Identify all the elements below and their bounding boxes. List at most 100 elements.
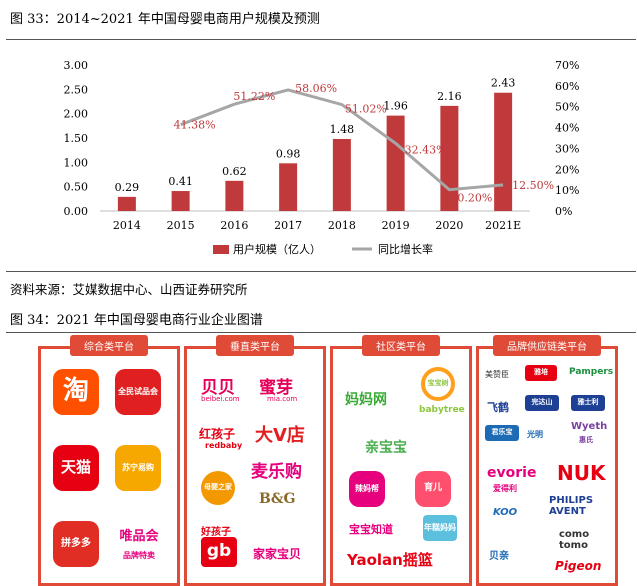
nuk-logo: NUK <box>557 461 606 485</box>
right-axis-tick-label: 40% <box>555 122 579 135</box>
yashili-logo: 雅士利 <box>571 395 605 411</box>
panel-title: 综合类平台 <box>70 335 148 356</box>
gb-logo: gb <box>201 537 237 567</box>
left-axis-tick-label: 3.00 <box>64 59 89 72</box>
line-data-label: 51.22% <box>233 90 275 103</box>
panel-title: 社区类平台 <box>362 335 440 356</box>
right-axis-tick-label: 30% <box>555 142 579 155</box>
left-axis-tick-label: 2.00 <box>64 108 89 121</box>
koo-logo: KOO <box>493 507 518 518</box>
evorie-cn: 爱得利 <box>493 484 517 493</box>
suning-logo: 苏宁易购 <box>115 445 161 491</box>
bar-data-label: 2.16 <box>437 90 462 103</box>
line-data-label: 10.20% <box>450 192 492 205</box>
right-axis-tick-label: 20% <box>555 163 579 176</box>
goodbaby-logo: 好孩子 <box>201 527 231 538</box>
qinbaobao-logo: 亲宝宝 <box>365 440 407 456</box>
title-rule-2 <box>6 332 636 333</box>
quanmin-logo: 全民试品会 <box>115 369 161 415</box>
right-axis-tick-label: 50% <box>555 101 579 114</box>
bar-data-label: 1.96 <box>383 100 408 113</box>
junlebao-logo: 君乐宝 <box>485 425 519 441</box>
figure-33-source: 资料来源：艾媒数据中心、山西证券研究所 <box>10 282 248 297</box>
bright-logo: 光明 <box>527 430 543 439</box>
yaolan-logo: Yaolan摇篮 <box>347 551 433 569</box>
meadjohnson-logo: 美赞臣 <box>485 370 509 379</box>
pampers-logo: Pampers <box>569 367 614 377</box>
pinduoduo-logo: 拼多多 <box>53 521 99 567</box>
left-axis-tick-label: 0.50 <box>64 181 89 194</box>
abbott-logo: 雅培 <box>525 365 557 381</box>
user-scale-chart: 0.00 0.50 1.00 1.50 2.00 2.50 3.00 0% 10% 20% 30% 4… <box>64 59 580 256</box>
beibei-url: beibei.com <box>201 395 240 403</box>
bar <box>332 138 351 211</box>
x-axis-tick-label: 2017 <box>274 219 302 232</box>
babytree-en: babytree <box>419 405 465 415</box>
panel-vertical-platforms: 垂直类平台 贝贝 beibei.com 蜜芽 mia.com 红孩子 redba… <box>184 335 326 586</box>
line-data-label: 51.02% <box>345 103 387 116</box>
mamawang-logo: 妈妈网 <box>345 392 387 408</box>
x-axis-tick-label: 2021E <box>485 219 521 232</box>
feihe-logo: 飞鹤 <box>487 401 509 414</box>
legend-bar-swatch <box>213 245 229 254</box>
figure-34-title: 图 34：2021 年中国母婴电商行业企业图谱 <box>10 313 263 328</box>
title-rule <box>6 39 636 40</box>
x-axis-tick-label: 2016 <box>220 219 248 232</box>
bar <box>494 92 513 211</box>
x-axis-tick-label: 2019 <box>382 219 410 232</box>
bar <box>225 180 244 211</box>
redbaby-en: redbaby <box>205 441 243 450</box>
panel-title: 品牌供应链类平台 <box>493 335 601 356</box>
bar <box>171 191 190 211</box>
avent-logo: PHILIPS AVENT <box>549 495 594 517</box>
pigeon-logo: Pigeon <box>555 559 602 573</box>
babytree-logo: 宝宝树 <box>421 367 455 401</box>
redbaby-logo: 红孩子 <box>199 427 236 441</box>
bar-data-label: 0.62 <box>222 165 247 178</box>
right-axis-tick-label: 60% <box>555 80 579 93</box>
bar-data-label: 0.41 <box>168 175 193 188</box>
x-axis-tick-label: 2014 <box>113 219 141 232</box>
right-axis-tick-label: 70% <box>555 59 579 72</box>
x-axis-tick-label: 2018 <box>328 219 356 232</box>
pigeon-cn-logo: 贝亲 <box>489 551 509 562</box>
source-rule <box>6 271 636 272</box>
bar-data-label: 0.98 <box>276 147 301 160</box>
vip-tagline: 品牌特卖 <box>123 550 155 560</box>
niangao-logo: 年糕妈妈 <box>423 515 457 541</box>
growth-rate-line <box>180 88 504 192</box>
bar-data-label: 0.29 <box>115 181 140 194</box>
line-data-label: 58.06% <box>295 82 337 95</box>
bar <box>386 115 405 211</box>
comotomo-logo: como tomo <box>559 529 590 551</box>
bar-data-label: 2.43 <box>491 77 516 90</box>
left-axis-tick-label: 2.50 <box>64 83 89 96</box>
evorie-logo: evorie <box>487 465 537 481</box>
panel-title: 垂直类平台 <box>216 335 294 356</box>
jiajiababy-logo: 家家宝贝 <box>253 547 302 561</box>
davdian-logo: 大V店 <box>255 425 305 446</box>
bg-logo: B&G <box>259 491 296 507</box>
bar <box>117 196 136 211</box>
left-axis-tick-label: 1.00 <box>64 156 89 169</box>
right-axis-tick-label: 10% <box>555 184 579 197</box>
mailegou-logo: 麦乐购 <box>251 462 302 482</box>
muyingzhijia-logo: 母婴之家 <box>201 471 235 505</box>
bar-data-label: 1.48 <box>330 123 355 136</box>
beibei-logo: 贝贝 <box>201 378 235 398</box>
wyeth-logo: Wyeth <box>571 421 608 432</box>
legend-bar-label: 用户规模（亿人） <box>233 242 321 256</box>
lamabang-logo: 辣妈帮 <box>349 471 385 507</box>
line-data-label: 41.38% <box>174 119 216 132</box>
baobaozhidao-logo: 宝宝知道 <box>349 523 393 536</box>
line-data-label: 32.43% <box>405 143 447 156</box>
panel-general-platforms: 综合类平台 淘 全民试品会 天猫 苏宁易购 拼多多 唯品会 品牌特卖 <box>38 335 180 586</box>
panel-brand-supply-platforms: 品牌供应链类平台 美赞臣 雅培 Pampers 飞鹤 完达山 雅士利 君乐宝 光… <box>476 335 618 586</box>
left-axis-tick-label: 1.50 <box>64 132 89 145</box>
vip-logo: 唯品会 <box>119 529 159 545</box>
legend-line-label: 同比增长率 <box>378 242 433 256</box>
x-axis-tick-label: 2015 <box>167 219 195 232</box>
line-data-label: 12.50% <box>512 179 554 192</box>
x-axis-tick-label: 2020 <box>435 219 463 232</box>
tmall-logo: 天猫 <box>53 445 99 491</box>
